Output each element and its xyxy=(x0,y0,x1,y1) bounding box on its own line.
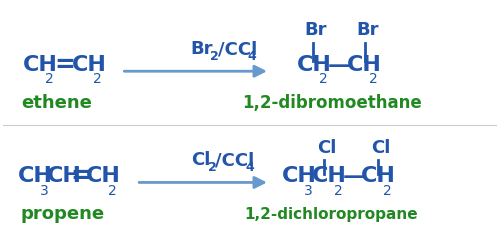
Text: Br: Br xyxy=(356,20,379,38)
Text: 2: 2 xyxy=(208,162,216,174)
Text: 2: 2 xyxy=(334,184,343,198)
Text: CH: CH xyxy=(297,55,332,75)
Text: 2: 2 xyxy=(45,72,54,86)
Text: 1,2-dibromoethane: 1,2-dibromoethane xyxy=(242,94,422,112)
Text: CH: CH xyxy=(22,55,58,75)
Text: CH: CH xyxy=(72,55,107,75)
Text: /CCl: /CCl xyxy=(218,40,257,58)
Text: 3: 3 xyxy=(40,184,48,198)
Text: ethene: ethene xyxy=(22,94,93,112)
Text: 3: 3 xyxy=(304,184,313,198)
Text: CH: CH xyxy=(18,166,52,186)
Text: CH: CH xyxy=(282,166,317,186)
Text: 2: 2 xyxy=(384,184,392,198)
Text: CH: CH xyxy=(346,55,382,75)
Text: 4: 4 xyxy=(248,50,256,63)
Text: Cl: Cl xyxy=(190,151,210,169)
Text: =: = xyxy=(70,164,92,188)
Text: —: — xyxy=(328,56,350,76)
Text: CH: CH xyxy=(86,166,120,186)
Text: =: = xyxy=(54,54,76,78)
Text: —: — xyxy=(342,167,365,187)
Text: 2: 2 xyxy=(94,72,102,86)
Text: Br: Br xyxy=(190,40,213,58)
Text: /CCl: /CCl xyxy=(216,151,254,169)
Text: Br: Br xyxy=(304,20,327,38)
Text: CH: CH xyxy=(48,166,82,186)
Text: Cl: Cl xyxy=(317,139,336,157)
Text: propene: propene xyxy=(20,205,104,223)
Text: 2: 2 xyxy=(368,72,378,86)
Text: 2: 2 xyxy=(108,184,117,198)
Text: CH: CH xyxy=(312,166,346,186)
Text: 4: 4 xyxy=(245,162,254,174)
Text: 2: 2 xyxy=(210,50,219,63)
Text: 2: 2 xyxy=(319,72,328,86)
Text: 1,2-dichloropropane: 1,2-dichloropropane xyxy=(245,207,418,222)
Text: CH: CH xyxy=(361,166,396,186)
Text: Cl: Cl xyxy=(371,139,390,157)
